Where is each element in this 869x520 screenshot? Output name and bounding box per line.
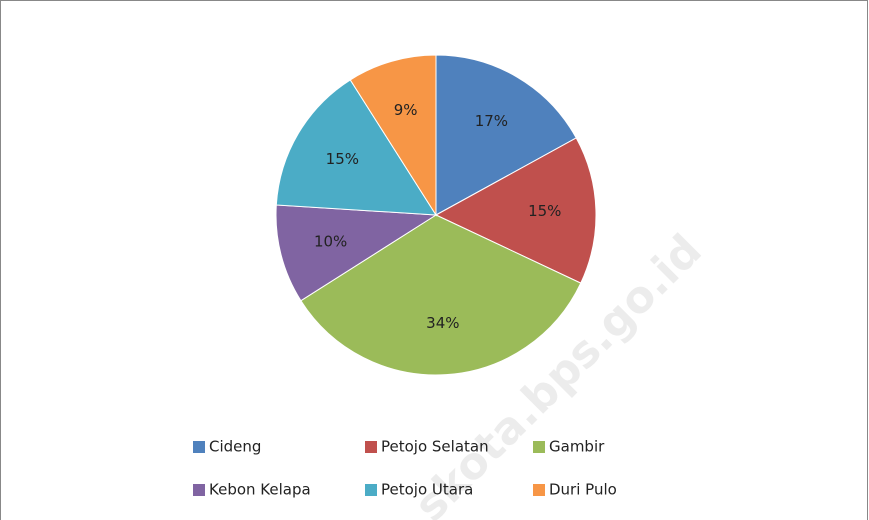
legend-label: Petojo Utara: [381, 481, 473, 499]
legend-label: Petojo Selatan: [381, 438, 489, 456]
legend-swatch: [193, 441, 205, 453]
pie-slice: [435, 54, 577, 216]
legend-swatch: [365, 441, 377, 453]
data-label: 10%: [314, 233, 347, 251]
pie-slice: [275, 79, 437, 216]
data-label: 34%: [426, 314, 459, 332]
legend-label: Gambir: [549, 438, 605, 456]
legend-label: Duri Pulo: [549, 481, 617, 499]
pie-slice: [349, 54, 437, 217]
pie-slice: [275, 204, 438, 302]
legend-swatch: [533, 441, 545, 453]
data-label: 15%: [326, 150, 359, 168]
legend-label: Cideng: [209, 438, 261, 456]
data-label: 17%: [475, 112, 508, 130]
pie-slice: [300, 214, 582, 376]
legend-swatch: [533, 484, 545, 496]
data-label: 9%: [394, 101, 418, 119]
data-label: 15%: [528, 202, 561, 220]
pie-slice: [434, 137, 597, 284]
legend-label: Kebon Kelapa: [209, 481, 311, 499]
legend-swatch: [365, 484, 377, 496]
legend-swatch: [193, 484, 205, 496]
